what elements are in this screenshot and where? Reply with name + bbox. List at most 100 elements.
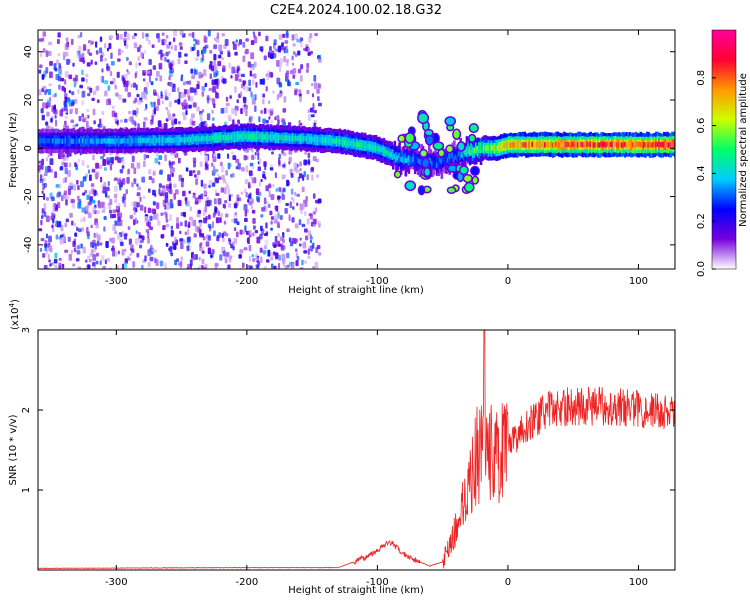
heatmap-noise-cell: [44, 166, 49, 174]
heatmap-ridge-cell: [55, 138, 58, 144]
heatmap-noise-cell: [181, 104, 185, 110]
heatmap-noise-cell: [138, 44, 142, 48]
heatmap-noise-cell: [157, 220, 161, 226]
heatmap-ridge-cell: [448, 153, 451, 159]
heatmap-noise-cell: [136, 253, 140, 258]
heatmap-noise-cell: [294, 88, 299, 93]
heatmap-noise-cell: [270, 50, 275, 55]
heatmap-noise-cell: [250, 40, 255, 46]
heatmap-noise-cell: [206, 200, 211, 207]
heatmap-noise-cell: [193, 161, 196, 168]
heatmap-noise-cell: [238, 78, 242, 82]
heatmap-noise-cell: [140, 99, 144, 104]
heatmap-noise-cell: [177, 157, 181, 164]
heatmap-noise-cell: [107, 85, 111, 91]
heatmap-noise-cell: [116, 120, 119, 126]
heatmap-ridge-cell: [161, 137, 165, 143]
heatmap-ridge-cell: [258, 133, 262, 140]
snr-y-ticks: 123: [21, 327, 675, 493]
heatmap-noise-cell: [267, 203, 271, 208]
heatmap-ridge-cell: [551, 142, 555, 148]
heatmap-noise-cell: [186, 245, 190, 252]
heatmap-noise-cell: [95, 162, 100, 169]
heatmap-ridge-cell: [583, 142, 586, 148]
heatmap-noise-cell: [269, 251, 274, 258]
heatmap-noise-cell: [148, 169, 152, 175]
heatmap-noise-cell: [99, 260, 102, 266]
heatmap-noise-cell: [57, 52, 61, 57]
heatmap-noise-cell: [252, 257, 256, 262]
heatmap-ridge-cell: [432, 155, 436, 166]
heatmap-noise-cell: [92, 108, 96, 116]
heatmap-ridge-cell: [648, 141, 652, 148]
heatmap-noise-cell: [86, 226, 89, 234]
heatmap-ridge-cell: [138, 137, 141, 143]
heatmap-noise-cell: [51, 262, 55, 266]
heatmap-ridge-cell: [564, 141, 567, 148]
heatmap-noise-cell: [295, 260, 299, 267]
snr-x-tick-label: 0: [505, 577, 511, 588]
heatmap-ridge-cell: [561, 141, 564, 148]
heatmap-ridge-cell: [482, 145, 486, 151]
heatmap-noise-cell: [312, 242, 315, 249]
heatmap-noise-cell: [43, 203, 47, 211]
heatmap-noise-cell: [188, 104, 192, 109]
heatmap-noise-cell: [116, 234, 121, 240]
heatmap-noise-cell: [131, 155, 135, 163]
heatmap-noise-cell: [253, 73, 257, 79]
heatmap-ridge-cell: [540, 142, 544, 148]
heatmap-ridge-cell: [368, 143, 372, 149]
heatmap-ridge-cell: [335, 138, 339, 144]
heatmap-noise-cell: [105, 241, 109, 248]
heatmap-ridge-cell: [431, 155, 434, 166]
heatmap-noise-cell: [277, 157, 281, 165]
heatmap-ridge-cell: [261, 134, 265, 140]
heatmap-ridge-cell: [406, 157, 409, 164]
heatmap-noise-cell: [138, 235, 143, 239]
heatmap-noise-cell: [196, 83, 200, 90]
heatmap-noise-cell: [63, 79, 67, 85]
heatmap-noise-cell: [316, 174, 319, 178]
heatmap-ridge-cell: [548, 142, 552, 148]
heatmap-ridge-cell: [88, 138, 91, 144]
heatmap-ridge-cell: [460, 152, 464, 158]
heatmap-noise-cell: [291, 34, 295, 41]
heatmap-noise-cell: [295, 81, 299, 86]
heatmap-noise-cell: [101, 75, 105, 83]
heatmap-noise-cell: [234, 74, 239, 81]
heatmap-noise-cell: [155, 105, 159, 111]
heatmap-noise-cell: [159, 49, 163, 55]
heatmap-noise-cell: [203, 183, 207, 189]
heatmap-noise-cell: [109, 80, 114, 85]
heatmap-ridge-cell: [357, 142, 361, 148]
heatmap-noise-cell: [61, 154, 66, 158]
heatmap-noise-cell: [95, 41, 98, 48]
heatmap-noise-cell: [199, 112, 203, 120]
heatmap-noise-cell: [46, 99, 50, 106]
heatmap-noise-cell: [72, 124, 77, 129]
heatmap-noise-cell: [95, 50, 99, 55]
heatmap-ridge-cell: [525, 142, 528, 148]
heatmap-noise-cell: [68, 253, 72, 261]
heatmap-ridge-cell: [547, 141, 550, 147]
heatmap-noise-cell: [245, 165, 249, 173]
heatmap-noise-cell: [87, 264, 91, 269]
heatmap-noise-cell: [199, 242, 202, 249]
heatmap-blob: [419, 148, 429, 158]
heatmap-ridge-cell: [448, 154, 451, 166]
heatmap-ridge-cell: [329, 138, 332, 144]
heatmap-noise-cell: [104, 80, 109, 85]
snr-multiplier-exp: 4: [8, 302, 16, 307]
heatmap-noise-cell: [161, 57, 164, 62]
heatmap-noise-cell: [38, 89, 42, 96]
heatmap-noise-cell: [206, 97, 210, 104]
heatmap-noise-cell: [167, 174, 172, 182]
heatmap-noise-cell: [282, 187, 286, 193]
heatmap-noise-cell: [291, 217, 295, 223]
heatmap-ridge-cell: [606, 141, 610, 147]
heatmap-noise-cell: [115, 33, 119, 40]
heatmap-ridge-cell: [481, 141, 484, 152]
heatmap-noise-cell: [92, 154, 95, 161]
heatmap-noise-cell: [172, 83, 176, 88]
heatmap-noise-cell: [252, 225, 256, 230]
